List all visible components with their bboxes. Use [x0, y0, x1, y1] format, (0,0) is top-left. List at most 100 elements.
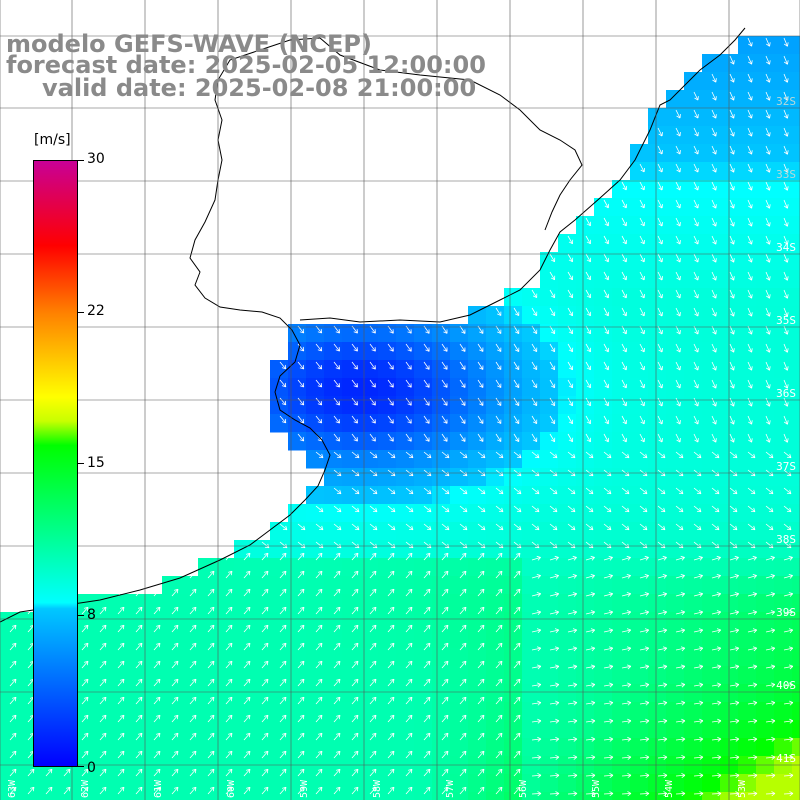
wind-arrow	[639, 199, 645, 209]
wind-speed-cell	[270, 792, 289, 800]
wind-speed-cell	[0, 792, 19, 800]
wind-speed-cell	[702, 90, 721, 109]
wind-speed-cell	[414, 396, 433, 415]
wind-speed-cell	[612, 738, 631, 757]
wind-arrow	[441, 660, 449, 669]
wind-speed-cell	[756, 648, 775, 667]
wind-speed-cell	[486, 450, 505, 469]
wind-arrow	[603, 217, 609, 227]
wind-arrow	[459, 523, 468, 531]
wind-speed-cell	[288, 342, 307, 361]
wind-arrow	[459, 451, 468, 459]
wind-arrow	[225, 786, 233, 795]
wind-speed-cell	[774, 36, 793, 55]
wind-speed-cell	[756, 306, 775, 325]
wind-arrow	[711, 451, 720, 459]
wind-arrow	[459, 361, 466, 370]
wind-speed-cell	[774, 54, 793, 73]
wind-speed-cell	[612, 216, 631, 235]
wind-arrow	[477, 786, 485, 795]
wind-arrow	[711, 610, 722, 616]
wind-speed-cell	[594, 630, 613, 649]
wind-arrow	[729, 610, 740, 616]
wind-speed-cell	[702, 234, 721, 253]
wind-speed-cell	[342, 450, 361, 469]
wind-arrow	[531, 610, 542, 616]
wind-arrow	[531, 343, 538, 353]
wind-arrow	[711, 682, 722, 688]
coastline	[0, 37, 331, 623]
wind-speed-cell	[702, 378, 721, 397]
wind-arrow	[477, 588, 485, 597]
wind-arrow	[243, 732, 251, 741]
wind-speed-cell	[792, 252, 800, 271]
wind-speed-cell	[540, 648, 559, 667]
wind-arrow	[315, 505, 324, 513]
wind-speed-cell	[684, 252, 703, 271]
wind-arrow	[585, 700, 596, 706]
wind-arrow	[585, 217, 592, 227]
wind-speed-cell	[360, 486, 379, 505]
wind-speed-cell	[612, 360, 631, 379]
wind-arrow	[711, 307, 717, 317]
wind-speed-cell	[288, 324, 307, 343]
wind-arrow	[765, 343, 771, 353]
wind-speed-cell	[576, 720, 595, 739]
wind-arrow	[747, 523, 756, 531]
wind-speed-cell	[540, 252, 559, 271]
wind-arrow	[207, 588, 215, 597]
wind-arrow	[603, 574, 613, 579]
wind-speed-cell	[702, 576, 721, 595]
wind-arrow	[765, 361, 771, 371]
wind-arrow	[675, 736, 686, 742]
wind-speed-cell	[684, 648, 703, 667]
wind-arrow	[423, 624, 431, 633]
wind-arrow	[261, 714, 269, 723]
wind-speed-cell	[666, 576, 685, 595]
wind-arrow	[171, 732, 179, 741]
wind-arrow	[45, 768, 53, 777]
wind-arrow	[99, 696, 107, 705]
wind-speed-cell	[360, 378, 379, 397]
wind-arrow	[423, 523, 432, 531]
wind-speed-cell	[504, 522, 523, 541]
wind-speed-cell	[504, 450, 523, 469]
wind-arrow	[729, 451, 738, 459]
wind-arrow	[621, 253, 627, 263]
wind-arrow	[117, 714, 125, 723]
wind-arrow	[729, 736, 740, 742]
wind-speed-cell	[414, 522, 433, 541]
wind-speed-cell	[432, 342, 451, 361]
wind-speed-cell	[792, 396, 800, 415]
wind-speed-cell	[756, 558, 775, 577]
wind-speed-cell	[756, 792, 775, 800]
wind-arrow	[477, 570, 485, 579]
wind-arrow	[495, 660, 503, 669]
wind-arrow	[675, 343, 681, 353]
wind-speed-cell	[630, 216, 649, 235]
wind-arrows-layer	[9, 37, 794, 797]
wind-speed-cell	[522, 576, 541, 595]
wind-arrow	[549, 555, 559, 561]
wind-speed-cell	[630, 432, 649, 451]
wind-speed-cell	[54, 792, 73, 800]
wind-speed-cell	[324, 432, 343, 451]
wind-arrow	[189, 606, 197, 615]
wind-speed-cell	[792, 738, 800, 757]
wind-arrow	[765, 37, 771, 47]
wind-speed-cell	[648, 216, 667, 235]
wind-speed-cell	[450, 468, 469, 487]
wind-arrow	[657, 199, 663, 209]
wind-speed-cell	[342, 792, 361, 800]
wind-speed-cell	[558, 504, 577, 523]
wind-arrow	[783, 523, 792, 531]
wind-arrow	[603, 415, 609, 425]
wind-speed-cell	[432, 504, 451, 523]
wind-speed-cell	[612, 792, 631, 800]
wind-speed-cell	[630, 522, 649, 541]
wind-speed-cell	[738, 198, 757, 217]
wind-speed-cell	[612, 306, 631, 325]
wind-arrow	[333, 606, 341, 615]
wind-arrow	[585, 505, 594, 513]
wind-arrow	[783, 145, 789, 155]
